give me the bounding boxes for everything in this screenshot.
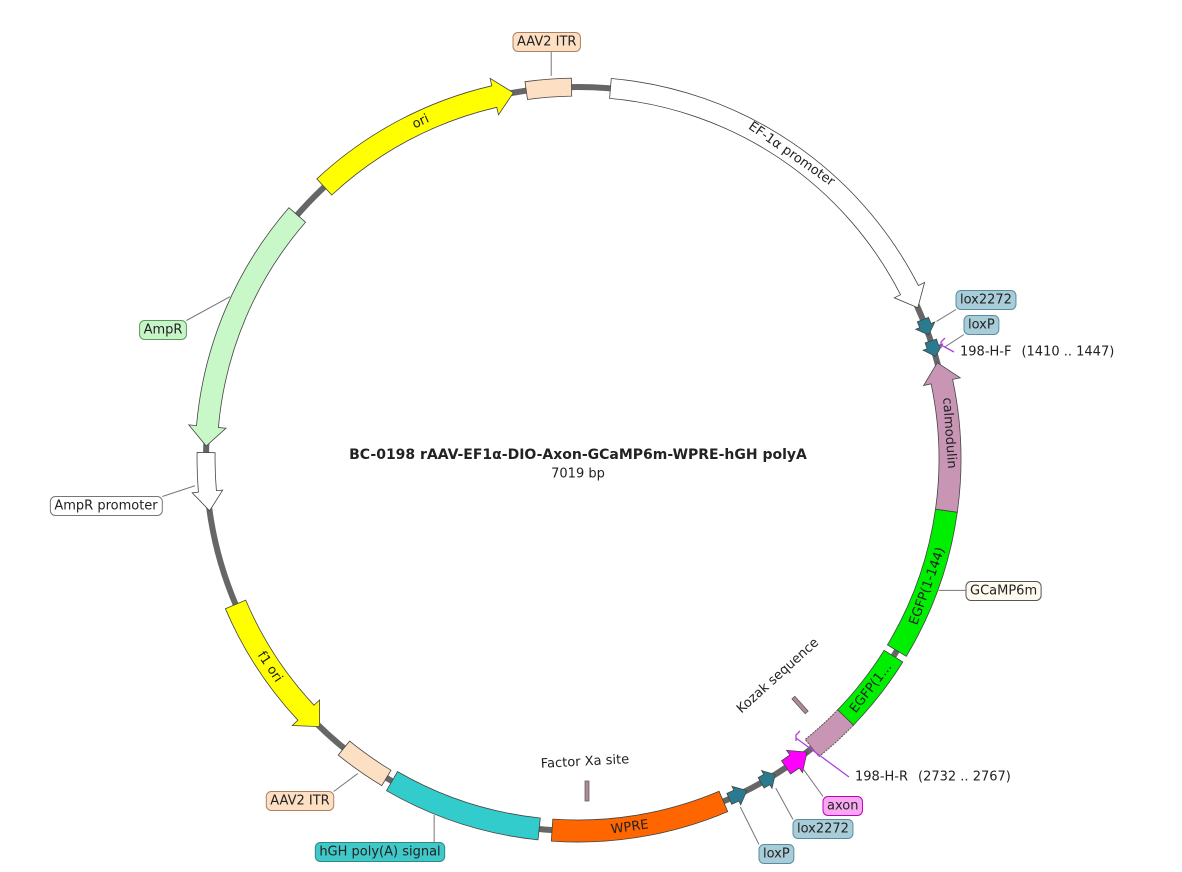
leader-line [333, 773, 359, 792]
feature-label: hGH poly(A) signal [319, 845, 440, 860]
map-length: 7019 bp [551, 467, 605, 482]
label-box [314, 842, 446, 862]
feature-label: calmodulin [939, 397, 959, 469]
primer-name: 198-H-R [855, 770, 908, 785]
label-box [792, 819, 854, 839]
feature-arc [524, 77, 573, 100]
feature-label: EF-1α promoter [745, 119, 837, 190]
label-box [955, 290, 1017, 310]
feature-label: AAV2 ITR [270, 794, 329, 809]
feature-arc [726, 785, 748, 806]
map-title: BC-0198 rAAV-EF1α-DIO-Axon-GCaMP6m-WPRE-… [349, 447, 807, 463]
feature-label: loxP [763, 847, 790, 862]
label-box [512, 32, 581, 52]
feature-arc [922, 338, 944, 358]
feature-label: Factor Xa site [540, 752, 629, 772]
feature-arc [316, 77, 514, 196]
feature-mark [791, 695, 809, 715]
feature-arc [609, 78, 926, 309]
feature-label: ori [410, 111, 432, 132]
feature-arc [780, 749, 808, 775]
feature-label: GCaMP6m [970, 584, 1037, 599]
primer-mark [940, 337, 955, 353]
primer-range: (2732 .. 2767) [918, 770, 1011, 785]
feature-label: AmpR [144, 323, 183, 338]
feature-label: axon [827, 799, 858, 814]
leader-line [775, 787, 794, 820]
feature-label: Kozak sequence [734, 635, 822, 716]
feature-label: AmpR promoter [54, 499, 158, 514]
feature-arc [757, 770, 776, 790]
primer-name: 198-H-F [960, 345, 1011, 360]
primer-mark [795, 730, 850, 778]
leader-line [803, 769, 824, 797]
label-box [963, 315, 1000, 335]
feature-arc [187, 207, 307, 447]
leader-line [162, 485, 196, 497]
label-box [758, 844, 795, 864]
feature-arc [914, 316, 936, 336]
feature-label: AAV2 ITR [517, 35, 576, 50]
label-box [965, 581, 1042, 601]
feature-arc [224, 599, 320, 728]
feature-arc [886, 508, 958, 657]
leader-line [186, 296, 231, 321]
feature-label: loxP [968, 318, 995, 333]
leader-line [936, 309, 957, 322]
feature-arc [337, 740, 392, 787]
linker-segment [804, 709, 855, 758]
leader-line [944, 334, 965, 348]
label-box [265, 791, 335, 811]
feature-arc [550, 790, 729, 843]
feature-label: lox2272 [797, 822, 849, 837]
feature-label: lox2272 [960, 293, 1012, 308]
label-box [139, 320, 187, 340]
feature-mark [584, 780, 590, 802]
feature-arc [385, 771, 541, 841]
primer-range: (1410 .. 1447) [1021, 345, 1114, 360]
feature-arc [837, 649, 904, 726]
label-box [49, 496, 163, 516]
feature-arc [191, 451, 224, 512]
feature-label: EGFP(1... [847, 660, 895, 716]
label-box [822, 796, 863, 816]
feature-label: WPRE [610, 817, 650, 837]
leader-line [739, 806, 760, 845]
